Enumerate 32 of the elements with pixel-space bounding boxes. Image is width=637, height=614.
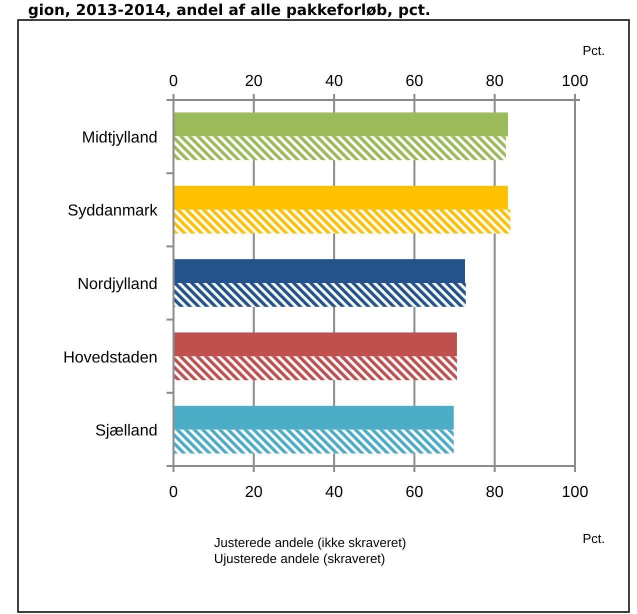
x2-tick-label: 20 — [244, 484, 263, 501]
x-tick-label: 0 — [169, 73, 178, 90]
x-tick-label: 100 — [562, 73, 588, 90]
bar — [174, 259, 465, 283]
x-tick-label: 20 — [244, 73, 263, 90]
bar — [174, 283, 466, 307]
y-tick-label: Midtjylland — [82, 129, 158, 146]
x2-tick-label: 60 — [406, 484, 424, 501]
x2-tick-label: 80 — [486, 484, 504, 501]
x-tick-label: 80 — [486, 73, 504, 90]
bar — [174, 136, 506, 160]
bar — [174, 332, 457, 356]
x2-tick-label: 100 — [562, 484, 588, 501]
y-tick-label: Syddanmark — [68, 202, 158, 220]
y-tick-label: Hovedstaden — [63, 349, 158, 366]
x-tick-label: 60 — [406, 73, 424, 90]
bar — [174, 430, 454, 454]
x-axis-title: Pct. — [582, 531, 605, 546]
bar — [174, 186, 508, 210]
x2-tick-label: 40 — [325, 484, 344, 501]
x-tick-label: 40 — [325, 73, 344, 90]
bar — [174, 406, 454, 430]
bar — [174, 210, 510, 234]
text: Justerede andele (ikke skraveret) — [214, 535, 406, 550]
y-tick-label: Sjælland — [95, 422, 158, 440]
chart-title: gion, 2013-2014, andel af alle pakkeforløb, pct. — [28, 1, 431, 19]
x2-axis-title: Pct. — [582, 43, 605, 58]
bar — [174, 112, 508, 136]
x2-tick-label: 0 — [169, 484, 178, 501]
y-tick-label: Nordjylland — [77, 276, 158, 293]
bar — [174, 356, 457, 380]
text: Ujusterede andele (skraveret) — [214, 551, 386, 566]
